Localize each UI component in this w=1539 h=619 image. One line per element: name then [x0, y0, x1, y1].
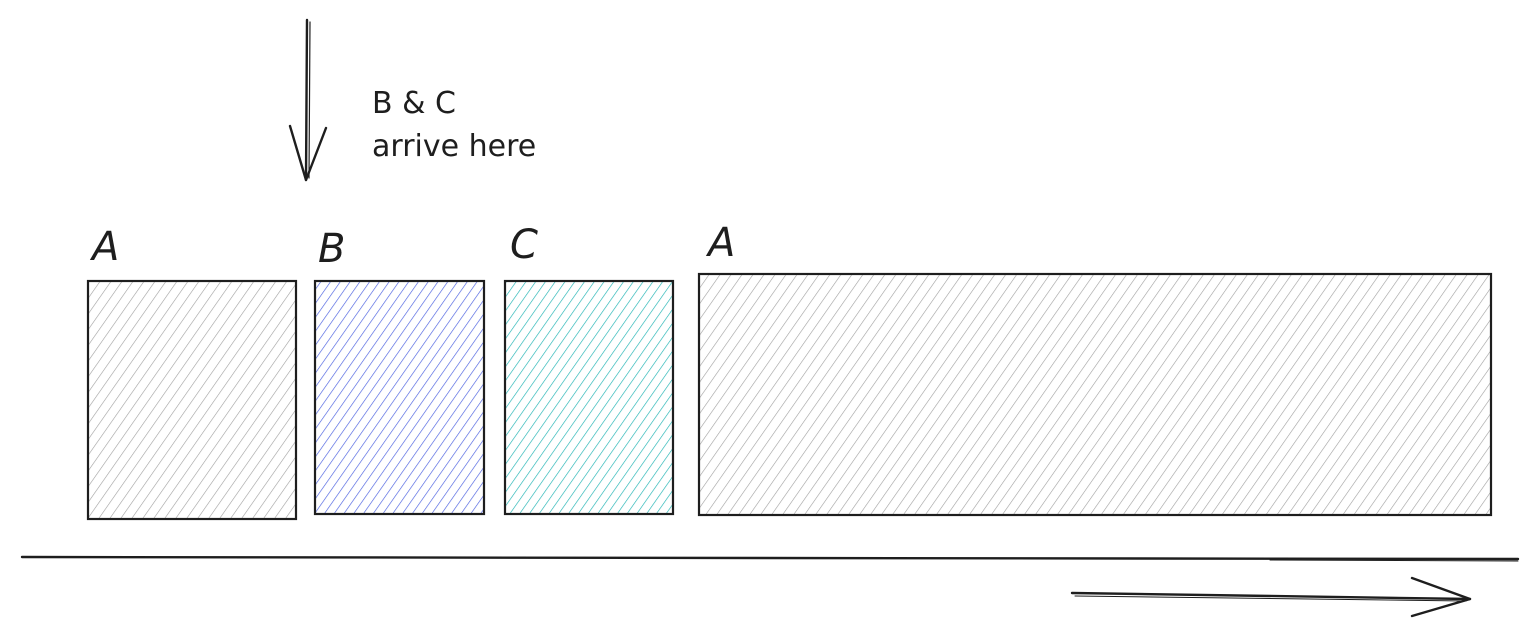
- block-label-c: C: [510, 222, 538, 268]
- timeline-axis: [20, 555, 1520, 562]
- block-a-second: A: [697, 220, 1493, 517]
- block-label-a-first: A: [89, 224, 119, 270]
- right-arrow-icon: [1070, 576, 1472, 618]
- block-b: B: [313, 226, 486, 516]
- annotation-line-2: arrive here: [372, 129, 536, 164]
- down-arrow-icon: [288, 18, 328, 182]
- block-label-a-second: A: [705, 220, 735, 266]
- annotation-line-1: B & C: [372, 86, 456, 121]
- block-a-first: A: [86, 224, 298, 521]
- block-label-b: B: [318, 226, 345, 272]
- block-c: C: [503, 222, 675, 516]
